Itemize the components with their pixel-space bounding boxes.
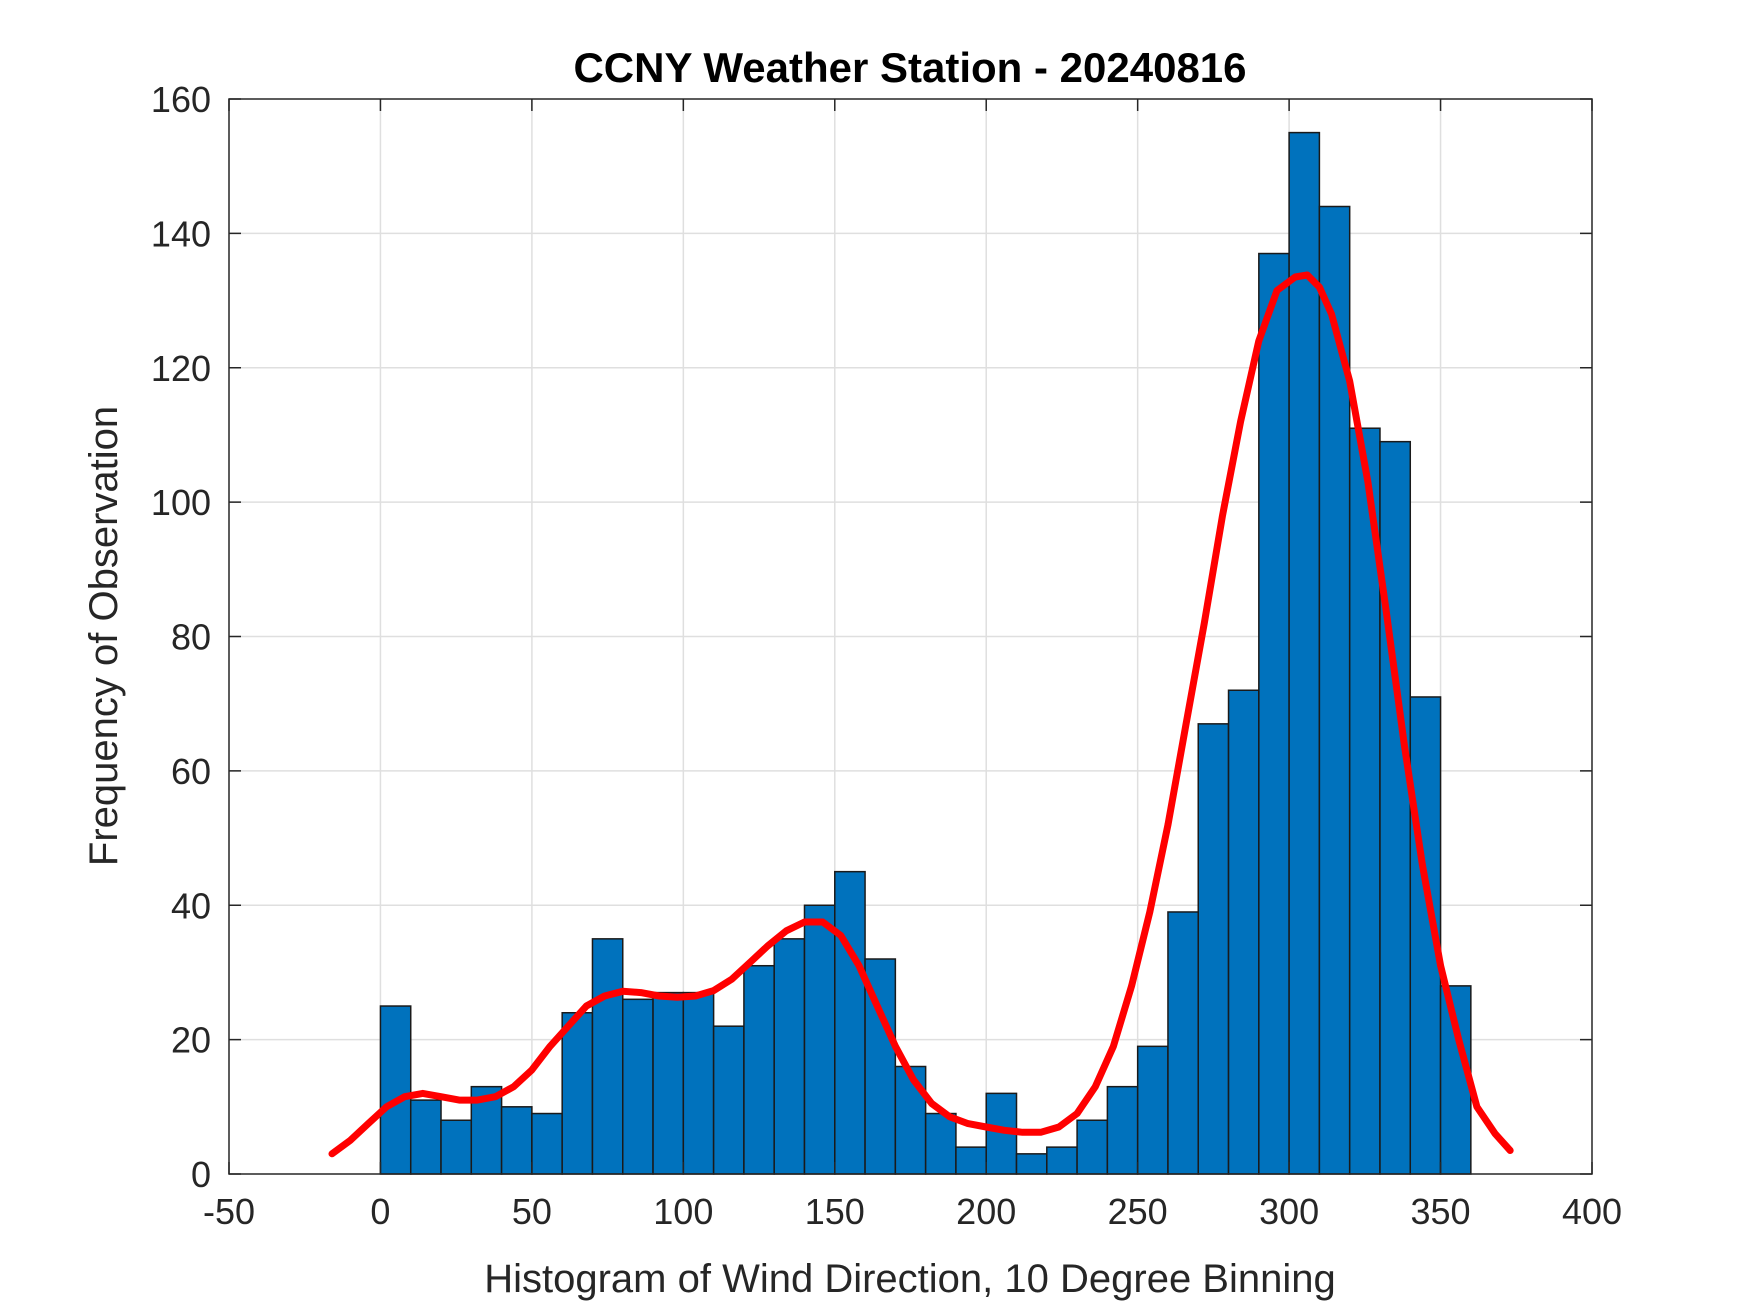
histogram-bar: [1227, 689, 1260, 1175]
y-tick-label: 60: [171, 751, 211, 792]
histogram-bar: [1046, 1146, 1078, 1175]
histogram-bar: [803, 904, 836, 1175]
histogram-bar: [1258, 252, 1290, 1175]
histogram-bar: [712, 1025, 745, 1175]
tick-layer: [228, 98, 1593, 1175]
x-tick-label: 300: [1259, 1191, 1319, 1232]
histogram-bar: [531, 1112, 563, 1175]
histogram-bar: [1288, 131, 1321, 1175]
y-tick-label: 160: [151, 79, 211, 120]
histogram-bar: [955, 1146, 987, 1175]
x-tick-label: 50: [512, 1191, 552, 1232]
line-layer: [328, 271, 1514, 1158]
x-tick-label: -50: [203, 1191, 255, 1232]
y-tick-label: 120: [151, 348, 211, 389]
histogram-bar: [440, 1119, 473, 1175]
histogram-bar: [924, 1112, 957, 1175]
y-tick-labels: 0 20 40 60 80 100 120 140 160: [151, 79, 211, 1195]
histogram-bar: [500, 1106, 533, 1175]
x-tick-label: 150: [805, 1191, 865, 1232]
histogram-bar: [773, 938, 806, 1175]
histogram-bar: [379, 1005, 412, 1175]
x-tick-label: 100: [653, 1191, 713, 1232]
fit-curve-line: [328, 271, 1514, 1158]
y-axis-label: Frequency of Observation: [82, 406, 126, 866]
histogram-bar: [1015, 1153, 1048, 1175]
histogram-bar: [834, 870, 866, 1175]
x-tick-label: 350: [1411, 1191, 1471, 1232]
x-tick-labels: -50 0 50 100 150 200 250 300 350 400: [203, 1191, 1622, 1232]
y-tick-label: 140: [151, 213, 211, 254]
histogram-bar: [652, 991, 685, 1175]
chart-title: CCNY Weather Station - 20240816: [573, 44, 1246, 91]
y-tick-label: 40: [171, 885, 211, 926]
histogram-bar: [1379, 440, 1412, 1175]
histogram-bar: [1106, 1085, 1139, 1175]
histogram-bar: [894, 1065, 927, 1175]
bar-layer: [379, 131, 1472, 1175]
histogram-bar: [591, 938, 624, 1175]
y-tick-label: 20: [171, 1020, 211, 1061]
y-tick-label: 80: [171, 617, 211, 658]
histogram-bar: [1076, 1119, 1109, 1175]
histogram-bar: [1167, 911, 1199, 1175]
x-tick-label: 250: [1108, 1191, 1168, 1232]
histogram-bar: [682, 991, 715, 1175]
y-tick-label: 0: [191, 1154, 211, 1195]
histogram-bar: [743, 964, 775, 1175]
x-axis-label: Histogram of Wind Direction, 10 Degree B…: [484, 1257, 1336, 1301]
histogram-bar: [409, 1099, 442, 1175]
histogram-bar: [1197, 723, 1230, 1175]
histogram-bar: [1136, 1045, 1169, 1175]
x-tick-label: 400: [1562, 1191, 1622, 1232]
x-tick-label: 200: [956, 1191, 1016, 1232]
x-tick-label: 0: [370, 1191, 390, 1232]
histogram-bar: [561, 1012, 594, 1175]
histogram-bar: [622, 998, 654, 1175]
y-tick-label: 100: [151, 482, 211, 523]
